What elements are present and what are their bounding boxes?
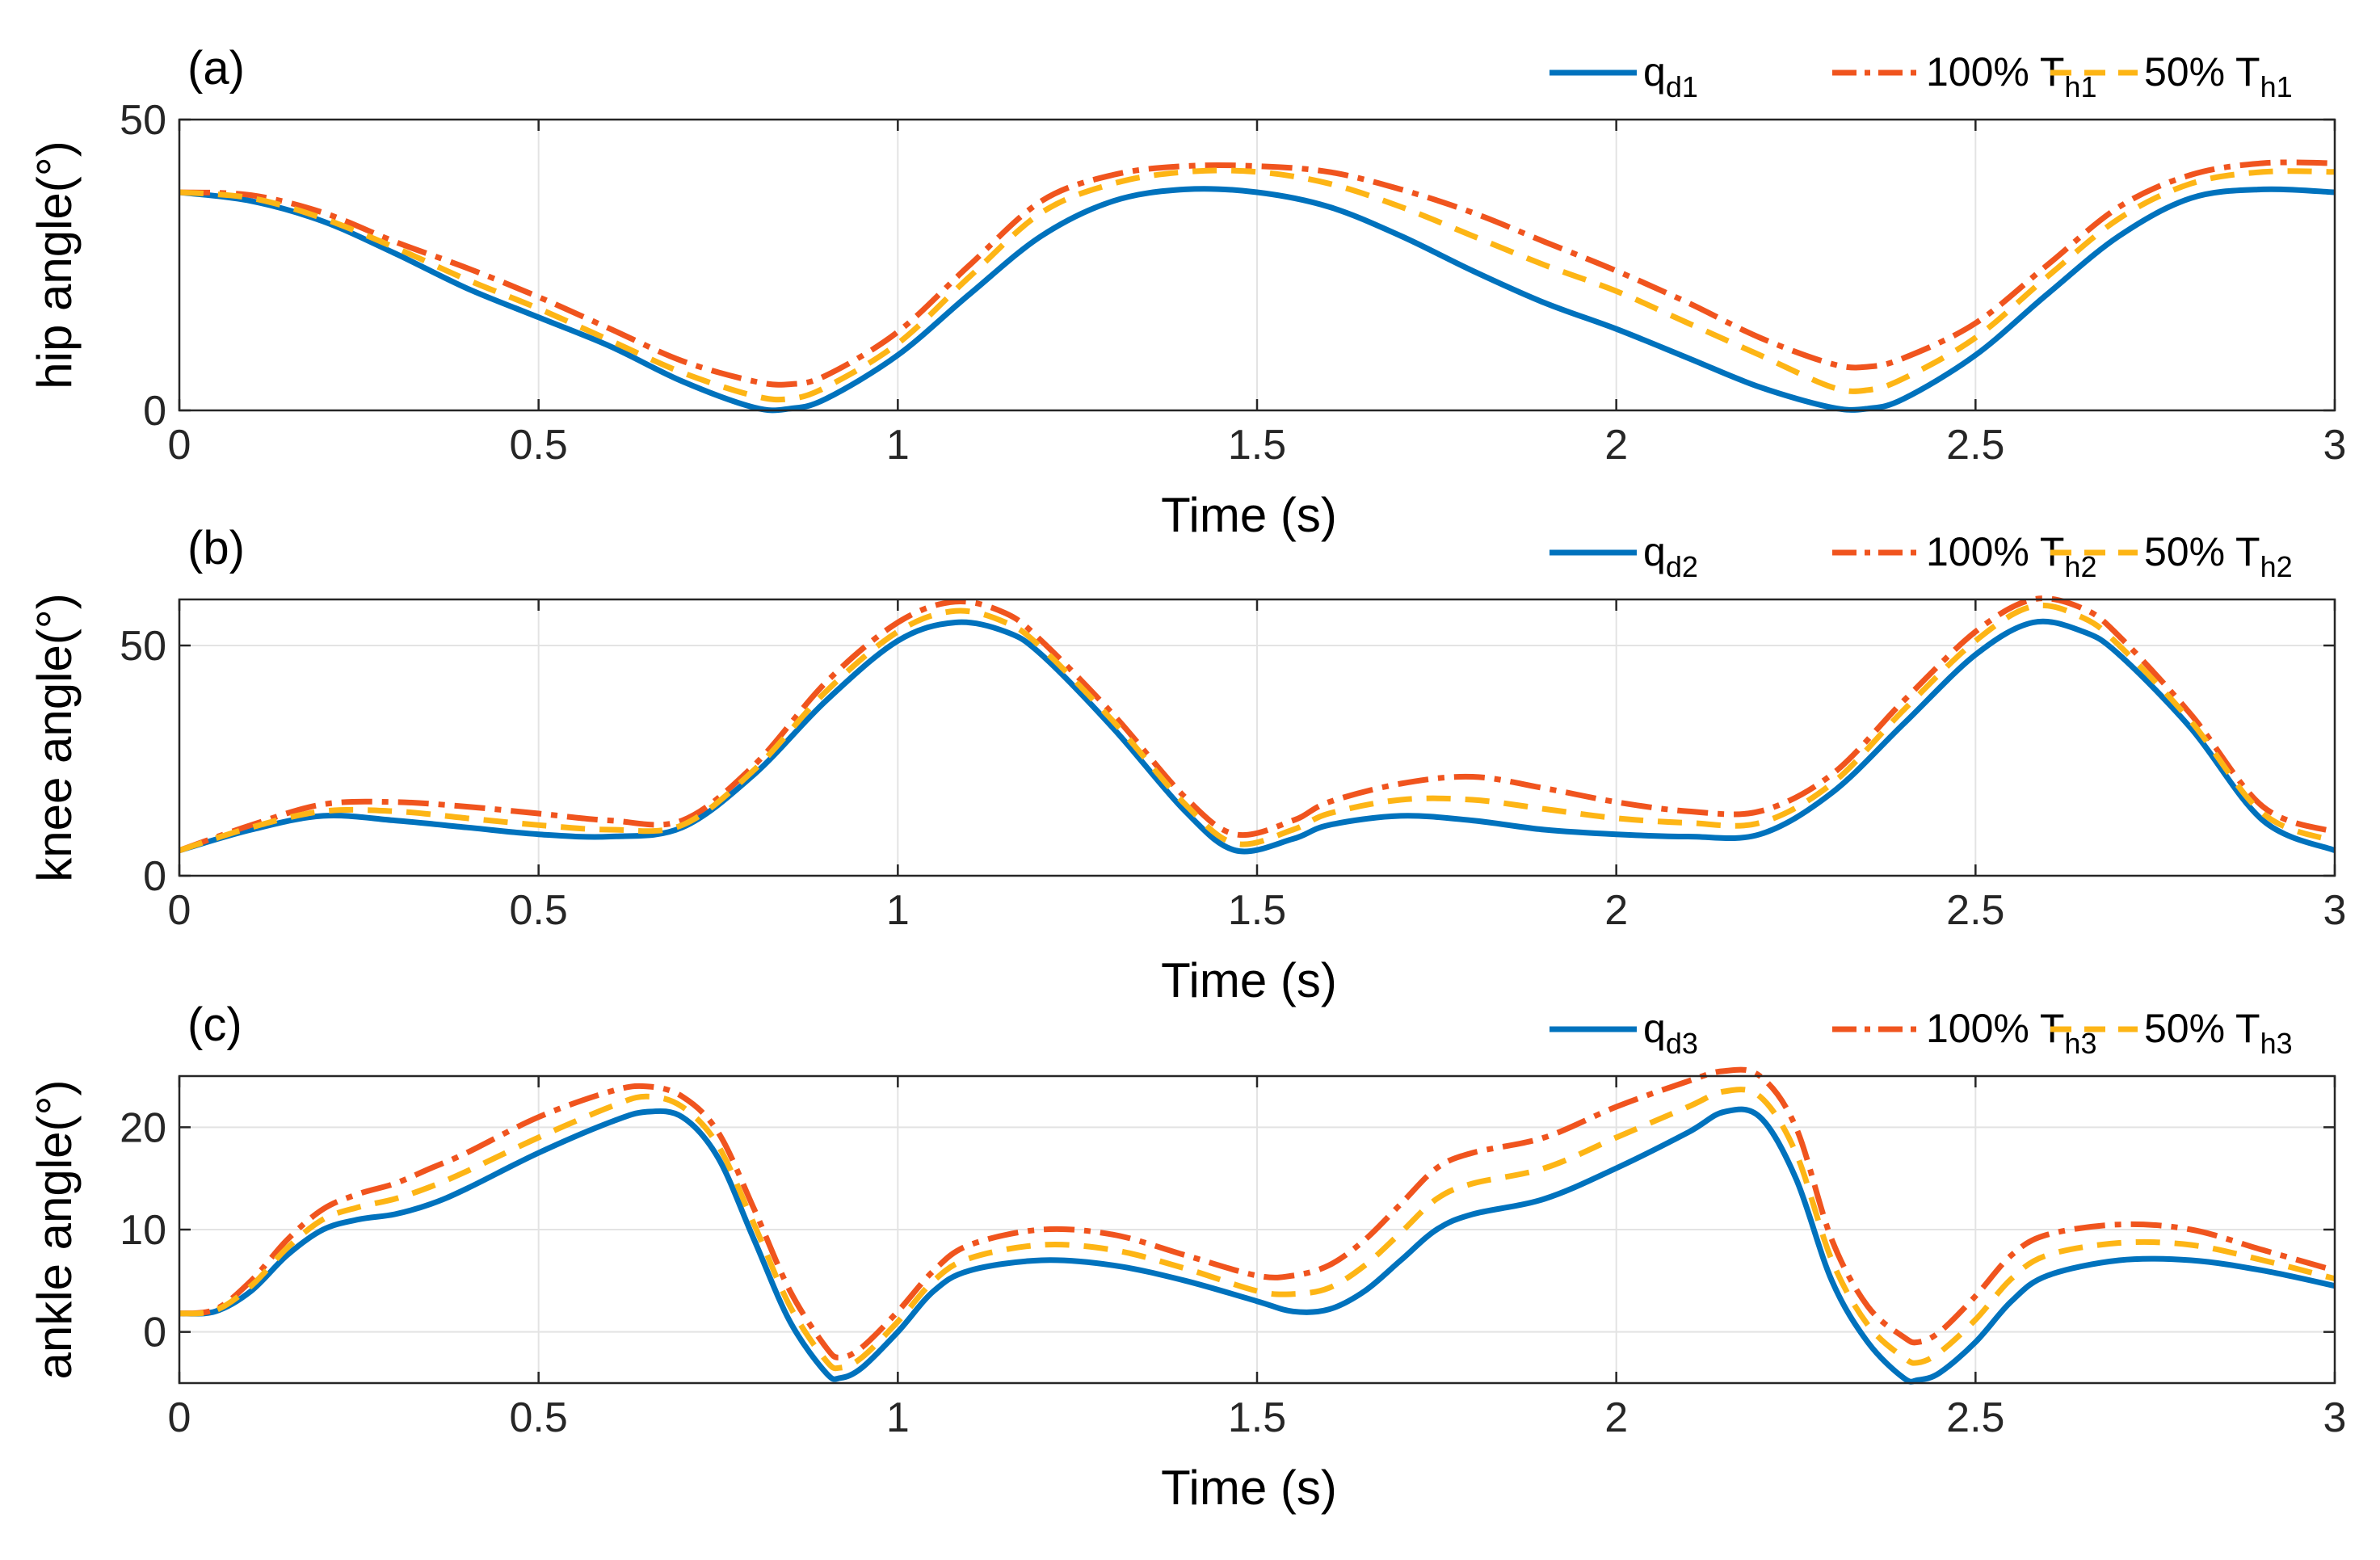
panel-label: (c) [187,999,242,1051]
series-line-dashed [179,167,2336,403]
legend-entry-label: 100% Th1 [1926,49,2096,103]
series-line-dashed [179,1087,2336,1372]
x-tick-label: 2 [1604,887,1628,934]
panel-knee: 0 0.5 1 1.5 2 2.5 3 0 50 Time (s) knee angle(°) (b)… [27,522,2346,1007]
legend-entry-label: 100% Th3 [1926,1006,2096,1060]
legend-entry-label: qd1 [1643,49,1698,103]
x-tick-label: 3 [2323,1394,2347,1441]
y-tick-label: 20 [120,1104,166,1151]
legend-entry-label: 50% Th2 [2144,529,2293,583]
x-axis-label: Time (s) [1161,953,1337,1007]
x-tick-label: 1 [886,422,910,469]
x-tick-label: 1.5 [1228,1394,1286,1441]
x-tick-label: 2 [1604,422,1628,469]
series-line-dashdot [179,159,2336,388]
y-tick-label: 0 [143,1310,166,1356]
x-tick-label: 1.5 [1228,887,1286,934]
panel-ankle: 0 0.5 1 1.5 2 2.5 3 0 10 20 Time (s) ankle angle(°)… [27,999,2346,1515]
panel-label: (a) [187,42,245,95]
x-tick-label: 3 [2323,422,2347,469]
series-line-dashdot [178,595,2336,853]
x-tick-label: 1 [886,887,910,934]
x-axis-label: Time (s) [1161,488,1337,542]
x-tick-label: 3 [2323,887,2347,934]
y-axis-label: knee angle(°) [27,593,82,882]
series-line-dashdot [179,1066,2336,1360]
x-tick-label: 0 [168,1394,191,1441]
series-line-solid [179,186,2336,414]
series-line-solid [179,1106,2336,1385]
legend-entry-label: qd3 [1643,1006,1698,1060]
y-axis-label: hip angle(°) [27,141,82,389]
x-tick-label: 0.5 [510,1394,568,1441]
y-tick-label: 50 [120,97,166,144]
x-tick-label: 1.5 [1228,422,1286,469]
x-tick-label: 1 [886,1394,910,1441]
series-line-dashed [178,602,2336,854]
x-tick-label: 0 [168,422,191,469]
panel-label: (b) [187,522,245,574]
x-tick-label: 0.5 [510,422,568,469]
x-tick-label: 0.5 [510,887,568,934]
legend-entry-label: 100% Th2 [1926,529,2096,583]
y-tick-label: 0 [143,853,166,900]
x-tick-label: 2.5 [1946,887,2004,934]
x-tick-label: 2 [1604,1394,1628,1441]
x-tick-label: 2.5 [1946,422,2004,469]
series-line-solid [179,618,2336,855]
y-tick-label: 10 [120,1207,166,1254]
x-tick-label: 2.5 [1946,1394,2004,1441]
x-axis-label: Time (s) [1161,1461,1337,1515]
y-axis-label: ankle angle(°) [27,1080,82,1380]
legend-entry-label: 50% Th1 [2144,49,2293,103]
y-tick-label: 50 [120,623,166,670]
panel-hip: 0 0.5 1 1.5 2 2.5 3 0 50 Time (s) hip angle(°) (a) q… [27,42,2346,542]
legend-entry-label: qd2 [1643,529,1698,583]
x-tick-label: 0 [168,887,191,934]
legend-entry-label: 50% Th3 [2144,1006,2293,1060]
y-tick-label: 0 [143,388,166,435]
